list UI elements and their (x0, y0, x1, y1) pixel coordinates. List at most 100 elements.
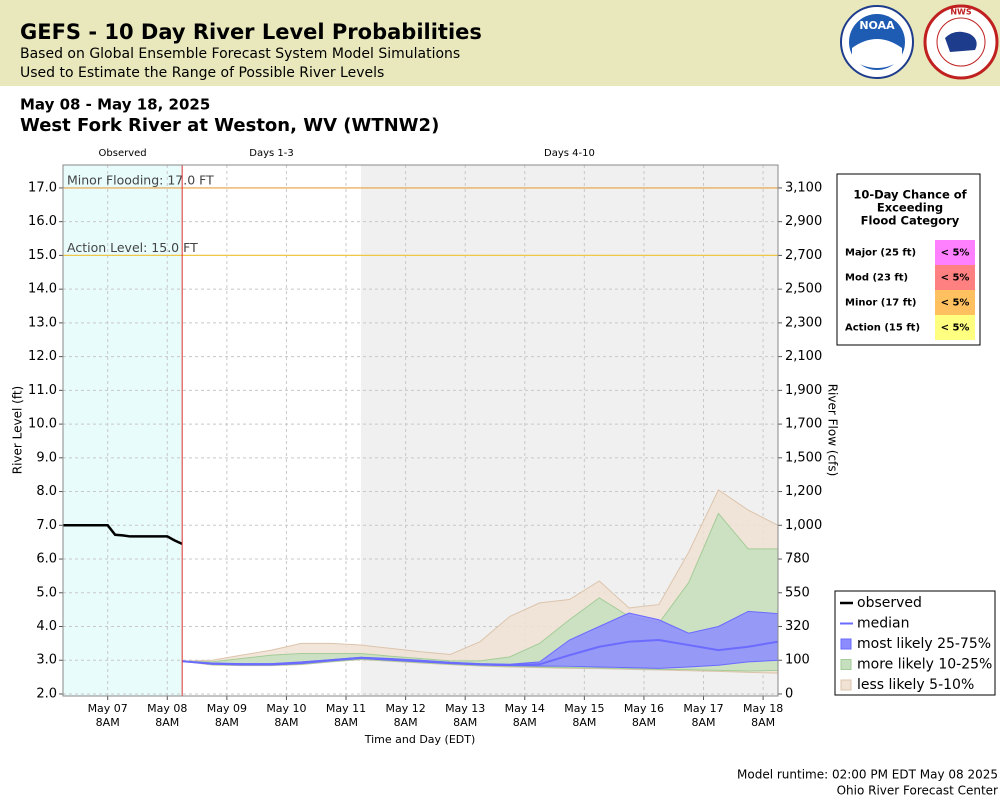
y2-tick-label: 780 (785, 552, 810, 567)
category-label: Mod (23 ft) (845, 273, 908, 284)
banner (0, 0, 1000, 86)
x-tick-label: 8AM (274, 716, 298, 729)
observed-line (63, 524, 183, 545)
y2-tick-label: 2,900 (785, 214, 822, 229)
plot-frame (62, 164, 779, 697)
chance-label: < 5% (941, 298, 970, 309)
x-tick-label: 8AM (155, 716, 179, 729)
y2-axis-label: River Flow (cfs) (826, 384, 840, 477)
x-tick-label: May 17 (683, 702, 723, 715)
y2-tick-label: 2,100 (785, 349, 822, 364)
y2-tick-label: 1,200 (785, 484, 822, 499)
x-tick-label: 8AM (96, 716, 120, 729)
x-tick-label: May 12 (385, 702, 425, 715)
x-axis-label: Time and Day (EDT) (364, 733, 476, 746)
category-label: Action (15 ft) (845, 323, 920, 334)
x-tick-label: May 15 (564, 702, 604, 715)
region-label: Days 4-10 (544, 148, 595, 159)
x-tick-label: May 09 (207, 702, 247, 715)
noaa-logo: NOAA (840, 5, 914, 79)
y-tick-label: 10.0 (28, 417, 57, 432)
chance-label: < 5% (941, 273, 970, 284)
subtitle: Based on Global Ensemble Forecast System… (20, 46, 460, 62)
y2-tick-label: 1,700 (785, 417, 822, 432)
x-tick-label: 8AM (453, 716, 477, 729)
y2-tick-label: 2,300 (785, 315, 822, 330)
median-line (182, 638, 779, 666)
y2-tick-label: 1,000 (785, 518, 822, 533)
footer: Model runtime: 02:00 PM EDT May 08 2025 (737, 768, 998, 782)
chance-cell (935, 315, 975, 340)
flood-table-title: Flood Category (861, 214, 960, 228)
legend-swatch (840, 638, 852, 650)
region-label: Days 1-3 (249, 148, 293, 159)
category-label: Minor (17 ft) (845, 298, 916, 309)
legend-label: median (857, 616, 909, 632)
y-tick-label: 12.0 (28, 349, 57, 364)
logo-text: NWS (950, 8, 972, 17)
y2-tick-label: 100 (785, 653, 810, 668)
x-tick-label: 8AM (572, 716, 596, 729)
y2-tick-label: 2,500 (785, 282, 822, 297)
x-tick-label: May 14 (505, 702, 545, 715)
chance-cell (935, 265, 975, 290)
x-tick-label: 8AM (513, 716, 537, 729)
flood-table-title: Exceeding (877, 201, 943, 215)
y2-tick-label: 2,700 (785, 248, 822, 263)
x-tick-label: 8AM (334, 716, 358, 729)
y-tick-label: 16.0 (28, 214, 57, 229)
legend-swatch (840, 679, 852, 691)
legend-label: less likely 5-10% (857, 677, 974, 693)
x-tick-label: May 18 (743, 702, 783, 715)
footer: Ohio River Forecast Center (837, 784, 998, 798)
y-tick-label: 15.0 (28, 248, 57, 263)
legend-label: observed (857, 595, 922, 611)
x-tick-label: May 16 (624, 702, 664, 715)
y-tick-label: 3.0 (36, 653, 57, 668)
x-tick-label: 8AM (632, 716, 656, 729)
x-tick-label: May 08 (147, 702, 187, 715)
y-tick-label: 5.0 (36, 585, 57, 600)
x-tick-label: May 13 (445, 702, 485, 715)
y2-tick-label: 3,100 (785, 180, 822, 195)
flood-table-title: 10-Day Chance of (853, 188, 967, 202)
y-tick-label: 13.0 (28, 315, 57, 330)
threshold-label: Action Level: 15.0 FT (67, 240, 198, 255)
subtitle: Used to Estimate the Range of Possible R… (20, 65, 384, 81)
legend-swatch (840, 659, 852, 670)
chance-label: < 5% (941, 248, 970, 259)
y-tick-label: 17.0 (28, 180, 57, 195)
legend-box (834, 590, 996, 696)
x-tick-label: May 10 (266, 702, 306, 715)
y-tick-label: 7.0 (36, 518, 57, 533)
y-tick-label: 11.0 (28, 383, 57, 398)
y2-tick-label: 320 (785, 619, 810, 634)
page-title: GEFS - 10 Day River Level Probabilities (20, 20, 482, 44)
station-title: West Fork River at Weston, WV (WTNW2) (20, 115, 439, 136)
x-tick-label: 8AM (394, 716, 418, 729)
y-tick-label: 8.0 (36, 484, 57, 499)
chance-cell (935, 240, 975, 265)
y-tick-label: 9.0 (36, 450, 57, 465)
x-tick-label: May 07 (88, 702, 128, 715)
logo-text: NOAA (859, 19, 895, 32)
legend-label: more likely 10-25% (857, 657, 992, 673)
y2-tick-label: 550 (785, 585, 810, 600)
y-tick-label: 4.0 (36, 619, 57, 634)
x-tick-label: May 11 (326, 702, 366, 715)
x-tick-label: 8AM (692, 716, 716, 729)
y2-tick-label: 1,500 (785, 450, 822, 465)
y-axis-label: River Level (ft) (11, 386, 25, 474)
x-tick-label: 8AM (751, 716, 775, 729)
region (182, 165, 361, 696)
y-tick-label: 2.0 (36, 686, 57, 701)
y2-tick-label: 1,900 (785, 383, 822, 398)
y-tick-label: 14.0 (28, 282, 57, 297)
chance-cell (935, 290, 975, 315)
nws-logo: NWS (923, 4, 999, 80)
legend-label: most likely 25-75% (857, 636, 991, 652)
region (63, 165, 183, 696)
y2-tick-label: 0 (785, 686, 793, 701)
region-label: Observed (99, 148, 147, 159)
